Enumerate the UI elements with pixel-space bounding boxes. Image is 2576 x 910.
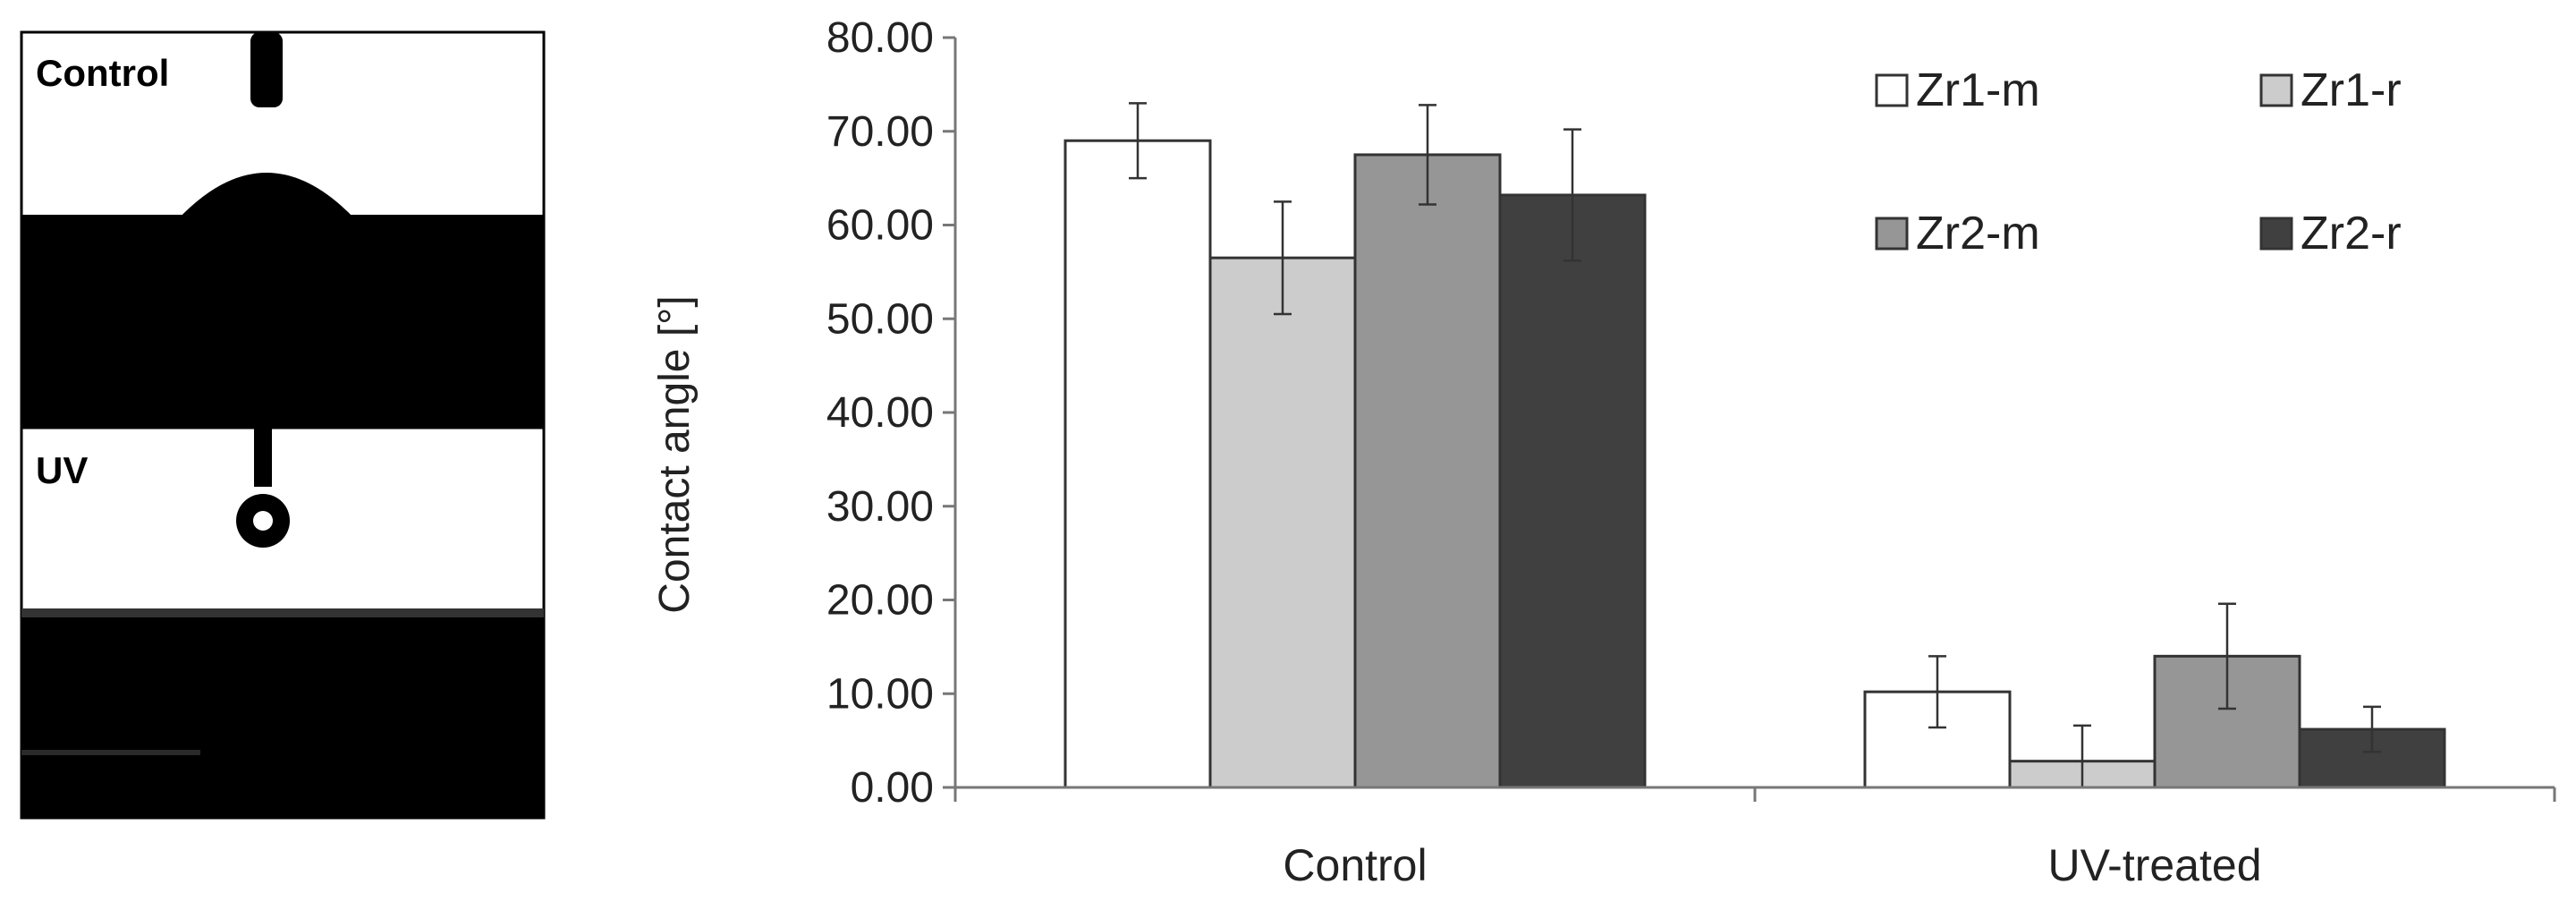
x-axis-ticks: Control UV-treated [953,787,2556,890]
legend-label: Zr1-m [1916,64,2040,116]
y-tick-label: 10.00 [826,670,934,718]
bar-zr2-r-0 [1498,193,1647,789]
legend-swatch [2259,217,2293,251]
bar-chart: 0.00 10.00 20.00 30.00 40.00 50.00 60.00 70.00 8… [651,14,2556,890]
legend-swatch [1875,217,1909,251]
legend-swatch [2259,73,2293,107]
y-tick-label: 70.00 [826,108,934,156]
y-tick-label: 40.00 [826,389,934,437]
legend-label: Zr2-m [1916,208,2040,259]
bar-zr1-m-0 [1063,139,1212,789]
y-tick-label: 30.00 [826,483,934,531]
legend-item-zr1-m: Zr1-m [1875,64,2040,116]
x-category-label: Control [1283,840,1427,890]
x-category-label: UV-treated [2047,840,2261,890]
error-bars [1129,102,2381,789]
error-bar-zr1-m-0 [1129,102,1147,180]
control-photo-label: Control [36,52,169,94]
error-bar-zr2-r-1 [2363,705,2381,753]
error-bar-zr1-m-1 [1928,655,1946,729]
legend-swatch [1875,73,1909,107]
y-tick-label: 80.00 [826,14,934,62]
legend-label: Zr2-r [2301,208,2402,259]
legend-item-zr2-r: Zr2-r [2259,208,2402,259]
y-tick-label: 50.00 [826,295,934,343]
y-axis-ticks: 0.00 10.00 20.00 30.00 40.00 50.00 60.00 70.00 8… [826,14,955,812]
control-droplet-photo: Control [20,30,546,428]
bar-zr2-m-0 [1353,153,1502,789]
error-bar-zr2-m-0 [1419,104,1436,206]
error-bar-zr2-r-0 [1563,128,1581,262]
y-tick-label: 0.00 [851,764,934,812]
uv-droplet-photo: UV [20,426,546,820]
bars [1063,139,2446,789]
error-bar-zr1-r-0 [1274,200,1292,316]
error-bar-zr2-m-1 [2218,602,2236,710]
y-tick-label: 20.00 [826,577,934,625]
legend-label: Zr1-r [2301,64,2402,116]
legend-item-zr1-r: Zr1-r [2259,64,2402,116]
uv-photo-label: UV [36,449,88,491]
y-tick-label: 60.00 [826,202,934,250]
bar-zr1-r-0 [1208,256,1357,789]
y-axis-label: Contact angle [°] [651,295,699,613]
legend: Zr1-m Zr1-r Zr2-m Zr2-r [1875,64,2402,259]
legend-item-zr2-m: Zr2-m [1875,208,2040,259]
